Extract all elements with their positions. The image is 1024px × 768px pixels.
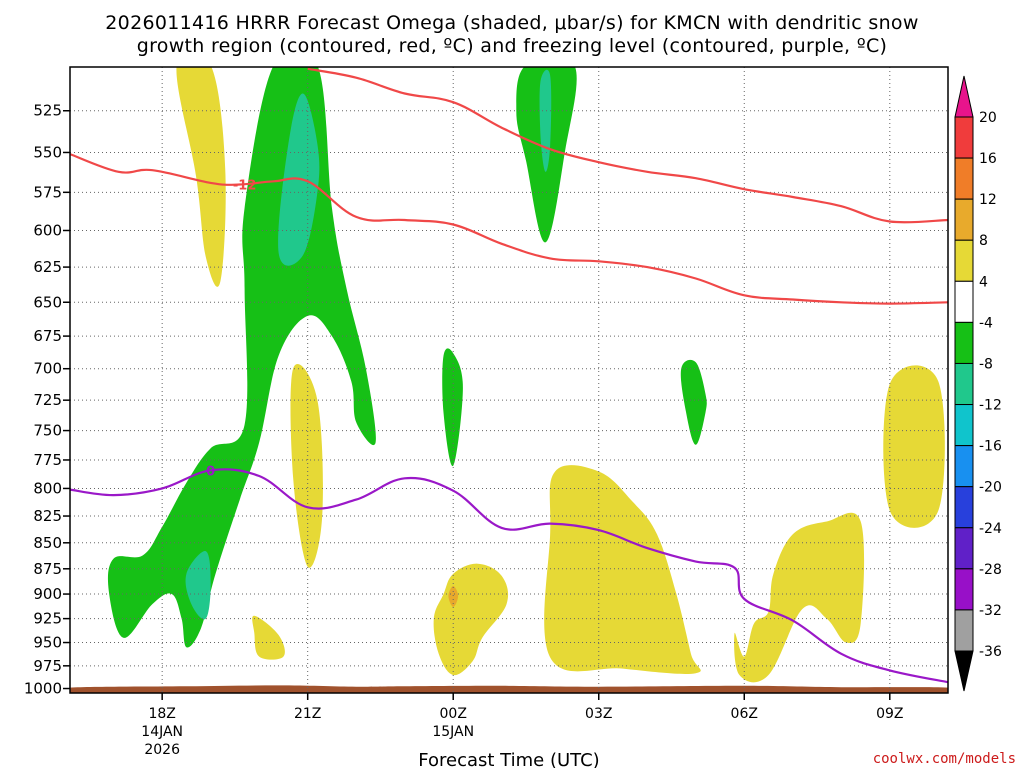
colorbar-swatch [954, 362, 974, 406]
x-tick-label: 00Z [440, 706, 467, 722]
y-tick-label: 625 [33, 258, 62, 276]
x-axis-label: Forecast Time (UTC) [418, 750, 599, 768]
x-tick-year: 2026 [144, 742, 180, 758]
y-tick-label: 975 [33, 657, 62, 675]
colorbar: 20 16 12 8 4 -4 -8 -12 -16 -20 -24 -28 -32 -36 [954, 75, 1002, 692]
omega-region-14 [448, 586, 459, 607]
x-tick-date: 14JAN [141, 724, 183, 740]
y-tick-label: 700 [33, 360, 62, 378]
colorbar-label: 4 [979, 274, 988, 290]
omega-region-0 [176, 67, 226, 287]
colorbar-label: -20 [979, 480, 1002, 496]
omega-region-5 [883, 365, 945, 528]
y-tick-label: 750 [33, 422, 62, 440]
colorbar-label: -8 [979, 356, 993, 372]
omega-region-12 [185, 551, 211, 620]
dendritic-growth-lower-line [307, 67, 948, 224]
colorbar-swatch [954, 486, 974, 529]
colorbar-label: -32 [979, 603, 1002, 619]
contour-lines-layer [70, 67, 948, 684]
terrain-strip [70, 685, 948, 693]
chart-title-line1: 2026011416 HRRR Forecast Omega (shaded, … [105, 12, 918, 34]
colorbar-label: -28 [979, 562, 1002, 578]
y-tick-label: 900 [33, 585, 62, 603]
omega-region-6 [252, 615, 285, 660]
y-tick-label: 725 [33, 391, 62, 409]
x-tick-label: 09Z [876, 706, 903, 722]
plot-frame [69, 66, 949, 694]
y-tick-label: 775 [33, 451, 62, 469]
credit-text: coolwx.com/models [873, 751, 1016, 767]
x-axis-ticks: 18Z 14JAN 2026 21Z 00Z 15JAN 03Z 06Z 09Z [141, 693, 903, 758]
dgz-contour-label: -12 [233, 178, 257, 193]
colorbar-swatch [954, 198, 974, 241]
y-tick-label: 675 [33, 327, 62, 345]
colorbar-swatch [954, 609, 974, 652]
y-axis-ticks: 525 550 575 600 625 650 675 700 725 750 775 800 825 8… [24, 102, 70, 698]
y-tick-label: 800 [33, 479, 62, 497]
colorbar-swatch [954, 280, 974, 323]
y-tick-label: 950 [33, 634, 62, 652]
colorbar-swatch [954, 527, 974, 570]
y-tick-label: 550 [33, 143, 62, 161]
omega-region-10 [680, 359, 707, 445]
x-tick-label: 21Z [294, 706, 321, 722]
chart-title-line2: growth region (contoured, red, ºC) and f… [137, 35, 888, 57]
colorbar-label: -12 [979, 398, 1002, 414]
omega-region-9 [442, 348, 463, 467]
omega-region-1 [290, 364, 323, 568]
colorbar-label: -36 [979, 644, 1002, 660]
y-tick-label: 825 [33, 507, 62, 525]
colorbar-label: 16 [979, 151, 997, 167]
y-tick-label: 600 [33, 221, 62, 239]
colorbar-top-arrow [954, 75, 974, 118]
colorbar-swatch [954, 321, 974, 364]
colorbar-swatch [954, 445, 974, 488]
x-tick-label: 18Z [148, 706, 175, 722]
omega-region-4 [734, 512, 865, 683]
colorbar-swatch [954, 239, 974, 282]
colorbar-label: -24 [979, 521, 1002, 537]
colorbar-label: 12 [979, 192, 997, 208]
x-tick-label: 03Z [585, 706, 612, 722]
colorbar-label: -16 [979, 439, 1002, 455]
freezing-level-line [70, 468, 948, 684]
contour-labels-layer: -12 0 [206, 178, 256, 479]
colorbar-swatch [954, 157, 974, 200]
x-tick-label: 06Z [731, 706, 758, 722]
colorbar-label: -4 [979, 315, 993, 331]
colorbar-label: 8 [979, 233, 988, 249]
colorbar-swatch [954, 568, 974, 611]
y-tick-label: 575 [33, 183, 62, 201]
omega-region-3 [544, 465, 701, 674]
colorbar-label: 20 [979, 110, 997, 126]
y-tick-label: 875 [33, 560, 62, 578]
y-tick-label: 1000 [24, 680, 62, 698]
x-tick-date: 15JAN [432, 724, 474, 740]
y-tick-label: 850 [33, 534, 62, 552]
y-tick-label: 525 [33, 102, 62, 120]
dendritic-growth-upper-line [70, 153, 948, 305]
y-tick-label: 925 [33, 610, 62, 628]
y-tick-label: 650 [33, 293, 62, 311]
freezing-contour-label: 0 [206, 464, 215, 479]
colorbar-swatch [954, 116, 974, 159]
colorbar-swatch [954, 404, 974, 447]
omega-shading-layer [70, 67, 948, 693]
colorbar-bottom-arrow [954, 650, 974, 692]
